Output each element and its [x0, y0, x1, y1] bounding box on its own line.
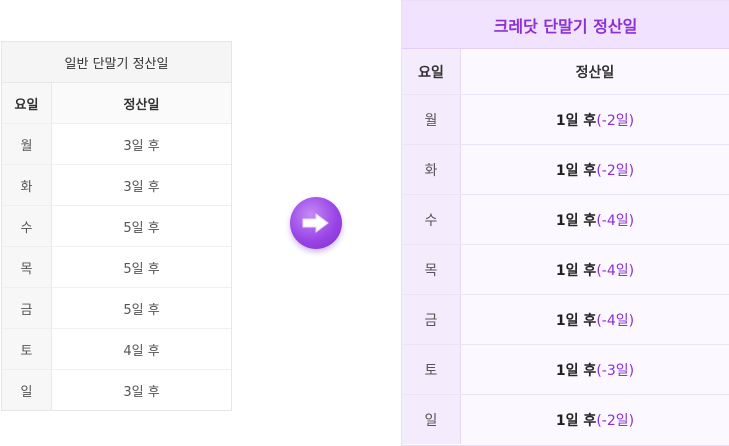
credit-table-header: 요일 정산일	[402, 49, 729, 95]
table-row: 화 1일 후 (-2일)	[402, 145, 729, 195]
settlement-value: 5일 후	[123, 261, 160, 277]
table-row: 일 3일 후	[2, 370, 231, 410]
day-label: 금	[402, 295, 461, 344]
header-day: 요일	[2, 83, 52, 123]
settlement-diff: (-4일)	[596, 262, 635, 279]
day-label: 일	[402, 395, 461, 444]
table-row: 금 1일 후 (-4일)	[402, 295, 729, 345]
settlement-after: 1일 후	[555, 162, 597, 179]
table-row: 수 1일 후 (-4일)	[402, 195, 729, 245]
settlement-after: 1일 후	[555, 362, 597, 379]
settlement-after: 1일 후	[555, 412, 597, 429]
table-row: 금 5일 후	[2, 288, 231, 329]
day-label: 금	[2, 288, 52, 328]
arrow-right-icon	[290, 197, 342, 249]
settlement-value: 5일 후	[123, 220, 160, 236]
day-label: 화	[402, 145, 461, 194]
settlement-after: 1일 후	[555, 112, 597, 129]
arrow-right-glyph	[302, 213, 329, 233]
settlement-value: 1일 후 (-4일)	[461, 245, 729, 294]
settlement-diff: (-2일)	[596, 162, 635, 179]
table-row: 월 1일 후 (-2일)	[402, 95, 729, 145]
day-label: 월	[402, 95, 461, 144]
credit-settlement-table: 크레닷 단말기 정산일 요일 정산일 월 1일 후 (-2일) 화 1일 후 (-2…	[401, 0, 729, 446]
table-row: 토 1일 후 (-3일)	[402, 345, 729, 395]
table-row: 화 3일 후	[2, 165, 231, 206]
settlement-diff: (-2일)	[596, 112, 635, 129]
header-settlement: 정산일	[575, 64, 615, 81]
table-row: 목 5일 후	[2, 247, 231, 288]
general-table-title: 일반 단말기 정산일	[2, 42, 231, 83]
settlement-value: 1일 후 (-3일)	[461, 345, 729, 394]
day-label: 수	[2, 206, 52, 246]
general-settlement-table: 일반 단말기 정산일 요일 정산일 월 3일 후 화 3일 후 수 5일 후 목…	[1, 41, 232, 411]
settlement-after: 1일 후	[555, 262, 597, 279]
settlement-value: 1일 후 (-2일)	[461, 145, 729, 194]
settlement-diff: (-3일)	[596, 362, 635, 379]
table-row: 일 1일 후 (-2일)	[402, 395, 729, 444]
settlement-value: 1일 후 (-2일)	[461, 95, 729, 144]
day-label: 일	[2, 370, 52, 410]
table-row: 목 1일 후 (-4일)	[402, 245, 729, 295]
settlement-after: 1일 후	[555, 212, 597, 229]
settlement-value: 3일 후	[123, 138, 160, 154]
table-row: 월 3일 후	[2, 124, 231, 165]
table-row: 수 5일 후	[2, 206, 231, 247]
settlement-value: 3일 후	[123, 384, 160, 400]
day-label: 토	[2, 329, 52, 369]
day-label: 수	[402, 195, 461, 244]
settlement-value: 1일 후 (-2일)	[461, 395, 729, 444]
header-settlement: 정산일	[52, 83, 231, 123]
settlement-diff: (-4일)	[596, 312, 635, 329]
day-label: 월	[2, 124, 52, 164]
settlement-value: 4일 후	[123, 343, 160, 359]
day-label: 목	[2, 247, 52, 287]
general-table-header: 요일 정산일	[2, 83, 231, 124]
credit-table-title: 크레닷 단말기 정산일	[402, 1, 729, 49]
day-label: 목	[402, 245, 461, 294]
header-day: 요일	[402, 49, 461, 94]
day-label: 토	[402, 345, 461, 394]
settlement-value: 3일 후	[123, 179, 160, 195]
settlement-after: 1일 후	[555, 312, 597, 329]
settlement-value: 1일 후 (-4일)	[461, 295, 729, 344]
settlement-value: 1일 후 (-4일)	[461, 195, 729, 244]
day-label: 화	[2, 165, 52, 205]
table-row: 토 4일 후	[2, 329, 231, 370]
settlement-diff: (-2일)	[596, 412, 635, 429]
settlement-value: 5일 후	[123, 302, 160, 318]
settlement-diff: (-4일)	[596, 212, 635, 229]
